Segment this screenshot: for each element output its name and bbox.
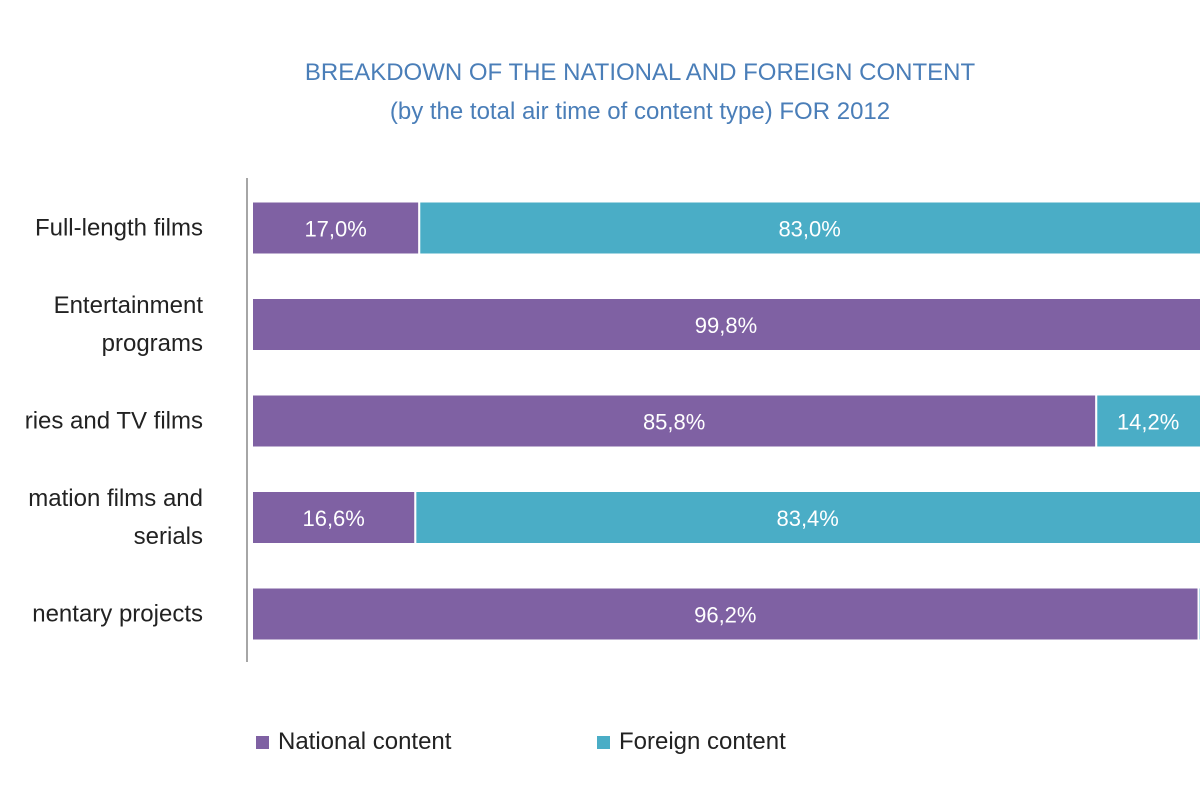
data-label-foreign: 83,0% — [778, 217, 840, 242]
category-label: programs — [102, 330, 203, 357]
bar-foreign — [1197, 586, 1200, 642]
data-label-national: 99,8% — [695, 313, 757, 338]
category-label: ries and TV films — [25, 408, 203, 435]
category-label: Entertainment — [54, 292, 204, 319]
bar-national — [251, 586, 1200, 642]
legend-swatch-foreign — [597, 735, 610, 749]
bar-national — [251, 200, 421, 256]
bar-foreign — [1095, 393, 1200, 449]
category-label: mation films and — [28, 485, 203, 512]
bar-foreign — [418, 200, 1200, 256]
data-label-national: 17,0% — [304, 217, 366, 242]
chart-title: BREAKDOWN OF THE NATIONAL AND FOREIGN CO… — [304, 59, 976, 86]
legend-item-national: National content — [256, 727, 451, 757]
legend-label-national: National content — [278, 728, 452, 755]
data-label-national: 96,2% — [694, 603, 756, 628]
legend-label-foreign: Foreign content — [619, 728, 786, 755]
data-label-national: 85,8% — [643, 410, 705, 435]
data-label-foreign: 83,4% — [776, 506, 838, 531]
data-label-national: 16,6% — [302, 506, 364, 531]
category-label: nentary projects — [32, 601, 203, 628]
legend-swatch-national — [256, 735, 269, 749]
legend-item-foreign: Foreign content — [597, 727, 786, 757]
bar-national — [251, 297, 1200, 352]
category-label: Full-length films — [35, 215, 203, 242]
data-label-foreign: 14,2% — [1117, 410, 1179, 435]
bar-foreign — [414, 490, 1200, 545]
bar-national — [251, 490, 417, 545]
category-label: serials — [134, 523, 203, 550]
chart-subtitle: (by the total air time of content type) … — [389, 98, 891, 125]
